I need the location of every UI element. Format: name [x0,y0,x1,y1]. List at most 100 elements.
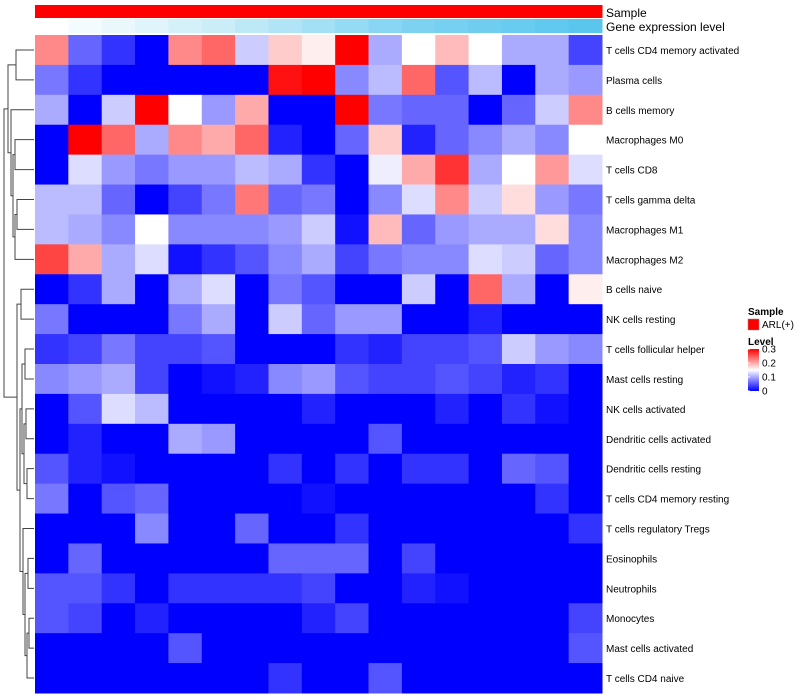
heatmap-cell [535,603,570,634]
heatmap-cell [268,35,303,66]
heatmap-cell [235,184,269,215]
heatmap-cell [535,184,570,215]
row-label: T cells CD4 memory resting [606,495,729,506]
heatmap-cell [401,663,436,694]
heatmap-cell [268,543,303,574]
heatmap-cell [368,274,403,305]
heatmap-cell [501,393,536,425]
heatmap-cell [101,483,136,515]
sample-annotation-cell [501,5,536,18]
heatmap-cell [401,94,436,126]
heatmap-cell [435,334,470,365]
heatmap-cell [35,483,69,515]
heatmap-cell [235,64,269,96]
heatmap-cell [201,543,236,574]
heatmap-cell [468,124,503,156]
heatmap-cell [468,663,503,694]
heatmap-cell [335,633,370,664]
heatmap-cell [268,573,303,604]
gene-expression-annotation-cell [135,19,169,33]
heatmap-cell [335,244,370,275]
heatmap-cell [568,154,603,186]
heatmap-cell [135,35,169,66]
heatmap-cell [535,483,570,515]
heatmap-cell [335,124,370,156]
heatmap-cell [468,483,503,515]
heatmap-cell [435,364,470,395]
heatmap-cell [468,244,503,275]
heatmap-cell [568,64,603,96]
gene-expression-annotation-cell [301,19,336,33]
heatmap-cell [101,214,136,245]
row-label: Monocytes [606,614,654,625]
heatmap-cell [301,64,336,96]
heatmap-cell [101,94,136,126]
heatmap-cell [268,334,303,365]
heatmap-cell [168,274,203,305]
row-label: Mast cells resting [606,375,683,386]
heatmap-cell [535,453,570,485]
heatmap-cell [535,393,570,425]
row-dendrogram [3,49,34,679]
heatmap-cell [335,274,370,305]
heatmap-cell [501,543,536,574]
gene-expression-annotation-cell [401,19,436,33]
legend-sample-title: Sample [748,307,784,318]
heatmap-cell [268,423,303,455]
heatmap-cell [301,483,336,515]
heatmap-cell [368,513,403,544]
row-label: B cells memory [606,106,674,117]
sample-annotation-cell [368,5,403,18]
heatmap-cell [35,513,69,544]
heatmap-cell [168,663,203,694]
dendrogram-branch [24,348,34,380]
heatmap-cell [168,94,203,126]
heatmap-cell [435,244,470,275]
heatmap-cell [501,663,536,694]
heatmap-cell [68,274,103,305]
heatmap-cell [535,274,570,305]
heatmap-cell [568,603,603,634]
heatmap-cell [168,334,203,365]
heatmap-cell [101,304,136,335]
heatmap-cell [568,513,603,544]
row-label: T cells gamma delta [606,196,696,207]
heatmap-cell [135,663,169,694]
heatmap-cell [301,364,336,395]
heatmap-cell [435,393,470,425]
heatmap-cell [201,453,236,485]
heatmap-cell [135,154,169,186]
heatmap-cell [535,94,570,126]
heatmap-cell [268,453,303,485]
heatmap-cell [401,334,436,365]
heatmap-cell [101,603,136,634]
heatmap-cell [68,364,103,395]
heatmap-cell [301,244,336,275]
heatmap-cell [501,573,536,604]
heatmap-cell [301,633,336,664]
heatmap-cell [301,573,336,604]
heatmap-cell [435,35,470,66]
heatmap-cell [335,453,370,485]
heatmap-cell [335,423,370,455]
heatmap-cell [68,573,103,604]
heatmap-cell [135,483,169,515]
heatmap-cell [501,94,536,126]
row-label: Neutrophils [606,584,657,595]
sample-annotation-cell [401,5,436,18]
heatmap-cell [35,633,69,664]
heatmap-cell [235,334,269,365]
heatmap-cell [401,513,436,544]
row-label: T cells CD4 memory activated [606,46,739,57]
gene-expression-annotation-cell [468,19,503,33]
heatmap-cell [68,393,103,425]
heatmap-cell [535,124,570,156]
heatmap-cell [268,244,303,275]
heatmap-cell [101,423,136,455]
heatmap-cell [68,633,103,664]
heatmap-cell [168,154,203,186]
heatmap-cell [235,244,269,275]
heatmap-cell [35,663,69,694]
heatmap-cell [368,573,403,604]
heatmap-cell [35,154,69,186]
